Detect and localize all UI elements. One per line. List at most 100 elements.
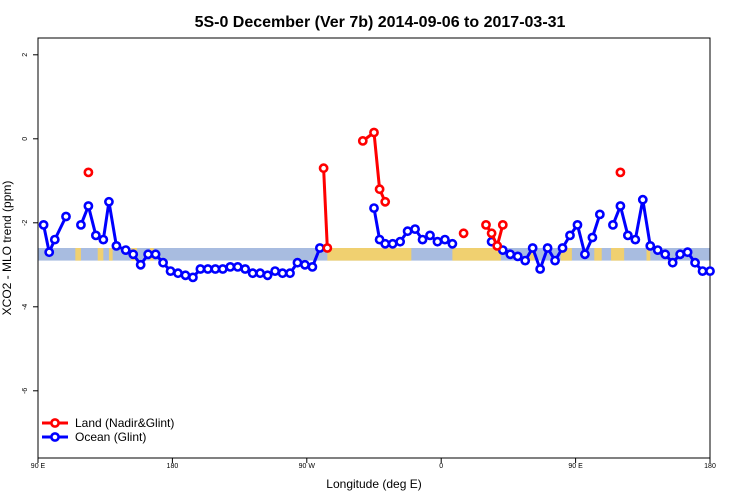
- data-point-ocean: [202, 264, 213, 274]
- band-land-9: [594, 248, 602, 261]
- data-point-ocean: [652, 245, 663, 255]
- data-point-ocean: [165, 266, 176, 276]
- data-point-ocean: [630, 234, 641, 245]
- x-tick-label: 90 E: [568, 463, 583, 470]
- data-point-ocean: [128, 249, 139, 260]
- data-point-ocean: [240, 264, 251, 274]
- y-axis: 2 0 -2 -4 -6: [22, 53, 38, 394]
- data-point-ocean: [402, 226, 413, 237]
- data-point-ocean: [255, 268, 266, 279]
- data-point-ocean: [307, 261, 318, 272]
- series-line-land: [361, 131, 387, 203]
- data-point-ocean: [417, 234, 428, 245]
- data-point-land: [615, 167, 626, 178]
- data-point-ocean: [572, 219, 583, 230]
- data-point-ocean: [512, 251, 523, 262]
- y-tick-label: 0: [22, 137, 29, 141]
- data-point-land: [318, 163, 329, 174]
- band-land-2: [108, 248, 113, 261]
- data-point-ocean: [180, 270, 191, 281]
- data-point-land: [380, 196, 391, 207]
- y-tick-label: -2: [22, 220, 29, 226]
- data-point-ocean: [505, 249, 516, 260]
- data-point-ocean: [173, 268, 183, 279]
- band-land-0: [75, 248, 81, 261]
- data-point-land: [369, 127, 379, 138]
- data-point-ocean: [83, 201, 94, 211]
- y-axis-label: XCO2 - MLO trend (ppm): [0, 181, 14, 316]
- series-line-ocean: [42, 215, 68, 254]
- data-point-land: [374, 184, 385, 195]
- data-point-ocean: [135, 259, 146, 270]
- data-point-ocean: [387, 238, 398, 249]
- series-layer: [38, 127, 715, 283]
- data-point-land: [492, 240, 503, 251]
- data-point-ocean: [535, 264, 546, 274]
- band-land-10: [611, 248, 625, 261]
- data-point-ocean: [49, 234, 60, 245]
- legend-label-ocean: Ocean (Glint): [75, 430, 146, 444]
- data-point-ocean: [98, 234, 109, 245]
- legend-label-land: Land (Nadir&Glint): [75, 416, 174, 430]
- data-point-ocean: [150, 249, 161, 260]
- x-tick-label: 90 E: [31, 463, 46, 470]
- data-point-ocean: [690, 257, 700, 268]
- band-land-5: [327, 248, 412, 261]
- x-tick-label: 90 W: [299, 463, 316, 470]
- data-point-ocean: [594, 209, 605, 220]
- data-point-ocean: [580, 249, 590, 260]
- data-point-ocean: [217, 264, 228, 274]
- surface-band: [38, 248, 710, 261]
- data-point-ocean: [557, 243, 568, 253]
- data-point-land: [322, 243, 333, 253]
- legend-marker-ocean: [50, 432, 60, 442]
- data-point-ocean: [225, 261, 236, 272]
- data-point-land: [83, 167, 94, 178]
- data-point-ocean: [527, 243, 538, 253]
- data-point-ocean: [520, 255, 531, 266]
- data-point-ocean: [380, 238, 391, 249]
- data-point-ocean: [410, 224, 420, 234]
- data-point-ocean: [425, 230, 435, 241]
- data-point-ocean: [675, 249, 686, 260]
- series-line-land: [322, 168, 329, 249]
- data-point-ocean: [90, 230, 101, 241]
- series-line-ocean: [490, 213, 602, 271]
- data-point-ocean: [395, 236, 406, 247]
- data-point-ocean: [622, 230, 633, 241]
- legend-marker-land: [50, 418, 60, 428]
- band-land-6: [452, 248, 501, 261]
- data-point-ocean: [188, 272, 198, 283]
- data-point-ocean: [550, 255, 560, 266]
- data-point-land: [481, 219, 491, 230]
- data-point-land: [497, 219, 508, 230]
- data-point-ocean: [565, 230, 575, 241]
- legend: Land (Nadir&Glint) Ocean (Glint): [42, 416, 174, 444]
- data-point-ocean: [61, 211, 71, 222]
- band-land-7: [528, 248, 535, 261]
- x-axis: 90 E 180 90 W 0 90 E 180: [31, 458, 716, 470]
- data-point-ocean: [608, 219, 618, 230]
- band-land-11: [646, 248, 651, 261]
- data-point-ocean: [660, 249, 671, 260]
- x-tick-label: 180: [167, 463, 179, 470]
- data-point-land: [486, 228, 497, 239]
- data-point-ocean: [285, 268, 295, 279]
- data-point-ocean: [270, 266, 280, 276]
- plot-frame: [37, 37, 711, 459]
- data-point-ocean: [143, 249, 154, 260]
- band-land-8: [560, 248, 572, 261]
- data-point-ocean: [432, 236, 443, 247]
- data-point-ocean: [38, 219, 49, 230]
- y-tick-label: -4: [22, 304, 29, 310]
- data-point-ocean: [292, 257, 303, 268]
- series-ocean: [38, 194, 715, 283]
- data-point-ocean: [314, 243, 325, 253]
- data-point-ocean: [587, 232, 598, 243]
- data-point-ocean: [645, 240, 656, 251]
- data-point-ocean: [637, 194, 648, 205]
- chart-title: 5S-0 December (Ver 7b) 2014-09-06 to 201…: [195, 14, 566, 31]
- data-point-ocean: [195, 264, 206, 274]
- data-point-ocean: [697, 266, 708, 276]
